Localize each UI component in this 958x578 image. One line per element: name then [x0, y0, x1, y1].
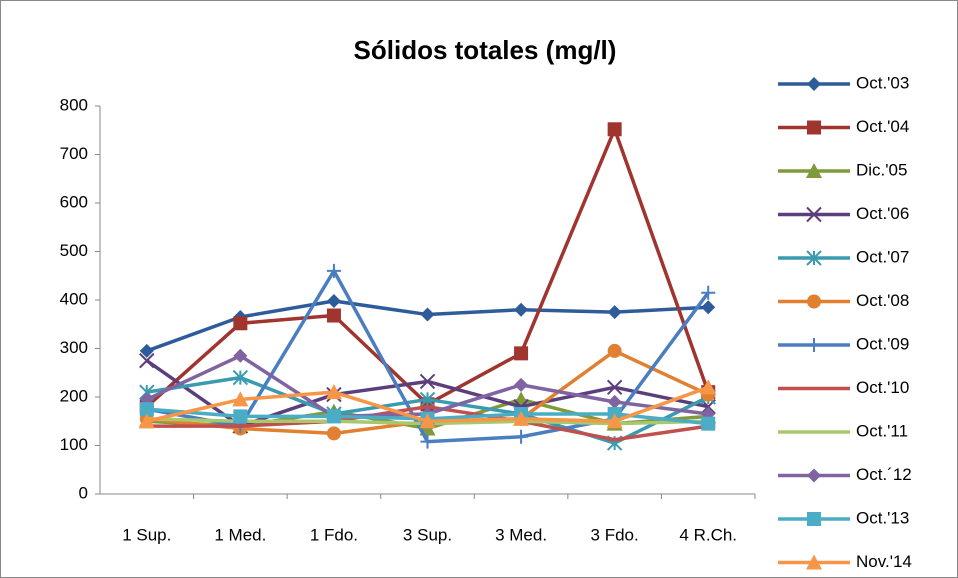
marker	[514, 346, 529, 361]
marker	[139, 343, 154, 358]
marker	[513, 410, 530, 426]
marker	[419, 373, 436, 390]
marker	[232, 369, 249, 386]
legend-label: Oct.'09	[856, 334, 909, 353]
marker	[606, 413, 623, 429]
legend-label: Oct.'10	[856, 378, 909, 397]
marker	[139, 402, 154, 417]
marker	[326, 263, 341, 278]
marker	[233, 316, 248, 331]
marker	[607, 394, 622, 409]
marker	[607, 122, 622, 137]
legend-label: Nov.'14	[856, 552, 912, 571]
legend-label: Oct.'08	[856, 291, 909, 310]
marker	[807, 120, 821, 135]
x-tick-label: 3 Sup.	[403, 525, 452, 544]
marker	[607, 305, 622, 320]
marker	[807, 77, 821, 91]
marker	[233, 348, 248, 363]
legend-label: Oct.'04	[856, 117, 909, 136]
marker	[807, 468, 821, 483]
y-tick-label: 600	[60, 192, 88, 211]
legend-label: Oct.'11	[856, 421, 908, 440]
y-tick-label: 800	[60, 95, 88, 114]
y-tick-label: 700	[60, 144, 88, 163]
marker	[806, 250, 822, 266]
marker	[233, 409, 248, 424]
legend-label: Oct.'06	[856, 204, 909, 223]
legend-label: Dic.'05	[856, 160, 907, 179]
y-tick-label: 200	[60, 386, 88, 405]
marker	[806, 554, 822, 570]
legend-label: Oct.'13	[856, 508, 909, 527]
legend-label: Oct.'07	[856, 247, 909, 266]
y-tick-label: 400	[60, 289, 88, 308]
x-tick-label: 3 Med.	[495, 525, 547, 544]
marker	[806, 206, 822, 223]
chart-title: Sólidos totales (mg/l)	[354, 35, 617, 65]
y-tick-label: 500	[60, 241, 88, 260]
marker	[807, 338, 821, 352]
y-tick-label: 100	[60, 435, 88, 454]
x-tick-label: 3 Fdo.	[591, 525, 639, 544]
marker	[325, 384, 342, 400]
marker	[701, 285, 716, 300]
marker	[607, 343, 622, 358]
marker	[806, 163, 822, 178]
x-tick-label: 1 Med.	[214, 525, 266, 544]
marker	[606, 379, 623, 396]
legend-label: Oct.´12	[856, 465, 912, 484]
marker	[326, 426, 341, 441]
marker	[807, 294, 821, 309]
y-tick-label: 0	[79, 483, 88, 502]
x-tick-label: 1 Sup.	[122, 525, 171, 544]
marker	[807, 512, 821, 526]
marker	[420, 307, 435, 322]
marker	[420, 434, 435, 449]
x-tick-label: 4 R.Ch.	[679, 525, 737, 544]
marker	[419, 391, 436, 408]
marker	[700, 379, 717, 395]
marker	[326, 409, 341, 424]
marker	[514, 429, 529, 444]
marker	[701, 416, 716, 431]
marker	[139, 352, 155, 369]
legend-label: Oct.'03	[856, 73, 909, 92]
marker	[326, 293, 341, 308]
marker	[419, 413, 436, 429]
marker	[232, 391, 249, 407]
x-tick-label: 1 Fdo.	[310, 525, 358, 544]
marker	[514, 377, 529, 392]
marker	[514, 302, 529, 317]
marker	[326, 308, 341, 323]
marker	[138, 413, 155, 429]
marker	[701, 300, 716, 315]
y-tick-label: 300	[60, 338, 88, 357]
